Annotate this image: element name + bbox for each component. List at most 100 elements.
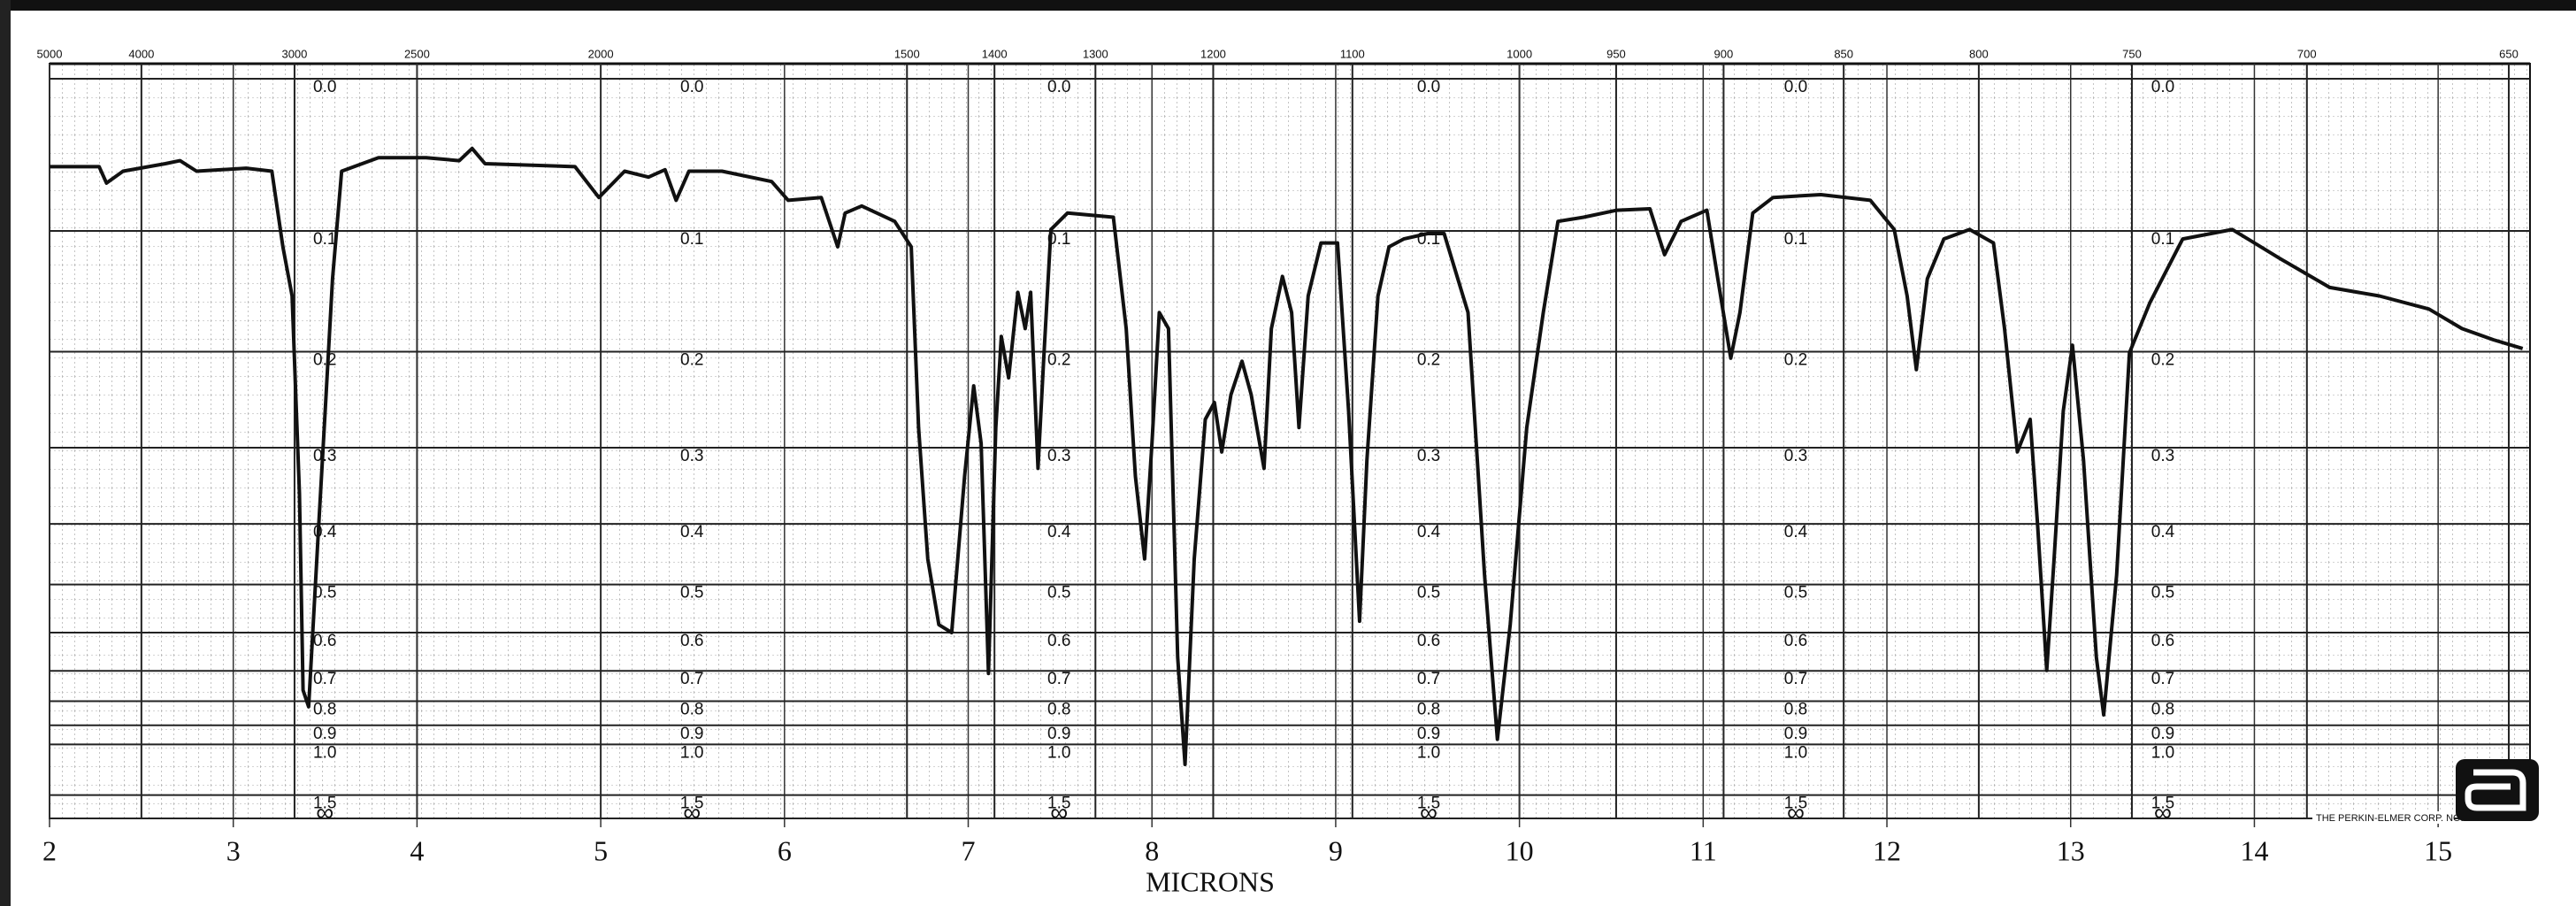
y-bottom-label: ∞ [1787, 798, 1805, 825]
y-tick-label: 0.1 [1784, 230, 1807, 249]
x2-tick-label: 650 [2499, 47, 2518, 60]
y-tick-label: 0.6 [1784, 632, 1807, 650]
x2-tick-label: 950 [1606, 47, 1626, 60]
x2-tick-label: 750 [2122, 47, 2142, 60]
x-tick-label: 10 [1506, 834, 1534, 866]
y-tick-label: 0.6 [680, 632, 703, 650]
y-tick-label: 1.5 [313, 795, 336, 813]
y-tick-label: 0.6 [1047, 632, 1070, 650]
y-tick-label: 0.8 [1784, 701, 1807, 719]
spectrum-line [50, 146, 2524, 766]
y-tick-label: 0.9 [680, 725, 703, 743]
y-tick-label: 0.5 [1417, 584, 1440, 603]
x2-tick-label: 1300 [1083, 47, 1108, 60]
y-tick-label: 0.8 [680, 701, 703, 719]
y-tick-label: 1.5 [1784, 795, 1807, 813]
x2-tick-label: 850 [1834, 47, 1853, 60]
y-tick-label: 0.8 [1047, 701, 1070, 719]
footer-bg [2312, 811, 2454, 824]
y-tick-label: 0.7 [313, 670, 336, 688]
x-tick-label: 13 [2057, 834, 2085, 866]
y-bottom-label: ∞ [1050, 798, 1068, 825]
y-tick-label: 0.2 [313, 351, 336, 370]
logo [2456, 759, 2539, 821]
x-tick-label: 15 [2424, 834, 2452, 866]
y-tick-label: 0.0 [680, 78, 703, 96]
x-tick-label: 11 [1690, 834, 1717, 866]
x2-tick-label: 700 [2297, 47, 2317, 60]
y-tick-label: 0.0 [1417, 78, 1440, 96]
y-tick-label: 1.5 [680, 795, 703, 813]
y-tick-label: 1.0 [2151, 743, 2174, 762]
y-tick-label: 0.8 [1417, 701, 1440, 719]
y-tick-label: 0.5 [1047, 584, 1070, 603]
y-tick-label: 0.3 [313, 447, 336, 465]
y-tick-label: 0.6 [1417, 632, 1440, 650]
y-tick-label: 0.9 [2151, 725, 2174, 743]
y-tick-label: 0.0 [1784, 78, 1807, 96]
y-tick-label: 1.0 [1417, 743, 1440, 762]
y-tick-label: 1.5 [2151, 795, 2174, 813]
y-tick-label: 1.0 [1047, 743, 1070, 762]
y-tick-label: 0.3 [680, 447, 703, 465]
y-tick-label: 1.0 [1784, 743, 1807, 762]
y-bottom-label: ∞ [2154, 798, 2172, 825]
grid [49, 64, 2530, 827]
x-tick-label: 8 [1145, 834, 1159, 866]
y-tick-label: 0.6 [313, 632, 336, 650]
y-tick-label: 0.4 [2151, 523, 2175, 541]
x-tick-label: 3 [226, 834, 241, 866]
y-bottom-label: ∞ [316, 798, 334, 825]
x-axis-title: MICRONS [1146, 865, 1275, 897]
y-tick-label: 0.8 [313, 701, 336, 719]
y-tick-label: 0.2 [2151, 351, 2174, 370]
y-tick-label: 0.4 [1047, 523, 1071, 541]
y-tick-label: 0.6 [2151, 632, 2174, 650]
y-tick-label: 0.3 [2151, 447, 2174, 465]
y-tick-label: 1.0 [680, 743, 703, 762]
y-tick-label: 0.9 [1417, 725, 1440, 743]
y-tick-label: 0.7 [1417, 670, 1440, 688]
x2-tick-label: 800 [1969, 47, 1989, 60]
x-tick-label: 7 [962, 834, 976, 866]
y-tick-label: 0.7 [2151, 670, 2174, 688]
y-tick-label: 0.9 [1784, 725, 1807, 743]
left-border [0, 0, 11, 906]
y-tick-label: 0.3 [1417, 447, 1440, 465]
y-tick-label: 0.3 [1047, 447, 1070, 465]
y-tick-label: 0.1 [313, 230, 336, 249]
y-tick-label: 0.0 [313, 78, 336, 96]
x2-tick-label: 1200 [1200, 47, 1226, 60]
x2-tick-label: 4000 [128, 47, 154, 60]
x2-tick-label: 1400 [982, 47, 1008, 60]
x2-tick-label: 5000 [37, 47, 63, 60]
y-tick-label: 0.2 [680, 351, 703, 370]
y-tick-label: 0.1 [1047, 230, 1070, 249]
minor-grid [50, 64, 2530, 818]
x-tick-label: 4 [410, 834, 424, 866]
y-tick-label: 0.5 [680, 584, 703, 603]
x-tick-label: 6 [778, 834, 792, 866]
y-tick-label: 0.4 [1784, 523, 1808, 541]
y-tick-label: 0.5 [1784, 584, 1807, 603]
y-tick-label: 1.5 [1047, 795, 1070, 813]
y-tick-label: 0.2 [1417, 351, 1440, 370]
x-tick-label: 2 [42, 834, 57, 866]
y-tick-label: 0.0 [1047, 78, 1070, 96]
x-tick-label: 9 [1329, 834, 1343, 866]
y-tick-label: 0.9 [313, 725, 336, 743]
x2-tick-label: 1100 [1340, 47, 1365, 60]
x2-tick-label: 1500 [894, 47, 920, 60]
x2-tick-label: 900 [1714, 47, 1734, 60]
y-tick-label: 0.2 [1784, 351, 1807, 370]
footer: THE PERKIN-ELMER CORP. NORW [2316, 813, 2477, 824]
y-bottom-label: ∞ [683, 798, 701, 825]
y-tick-label: 0.1 [2151, 230, 2174, 249]
labels: 5000 4000 3000 2500 2000 1500 1400 1300 1200 1100… [37, 47, 2518, 866]
y-tick-label: 1.0 [313, 743, 336, 762]
x2-tick-label: 3000 [281, 47, 307, 60]
y-tick-label: 0.7 [1047, 670, 1070, 688]
x-tick-label: 12 [1873, 834, 1901, 866]
